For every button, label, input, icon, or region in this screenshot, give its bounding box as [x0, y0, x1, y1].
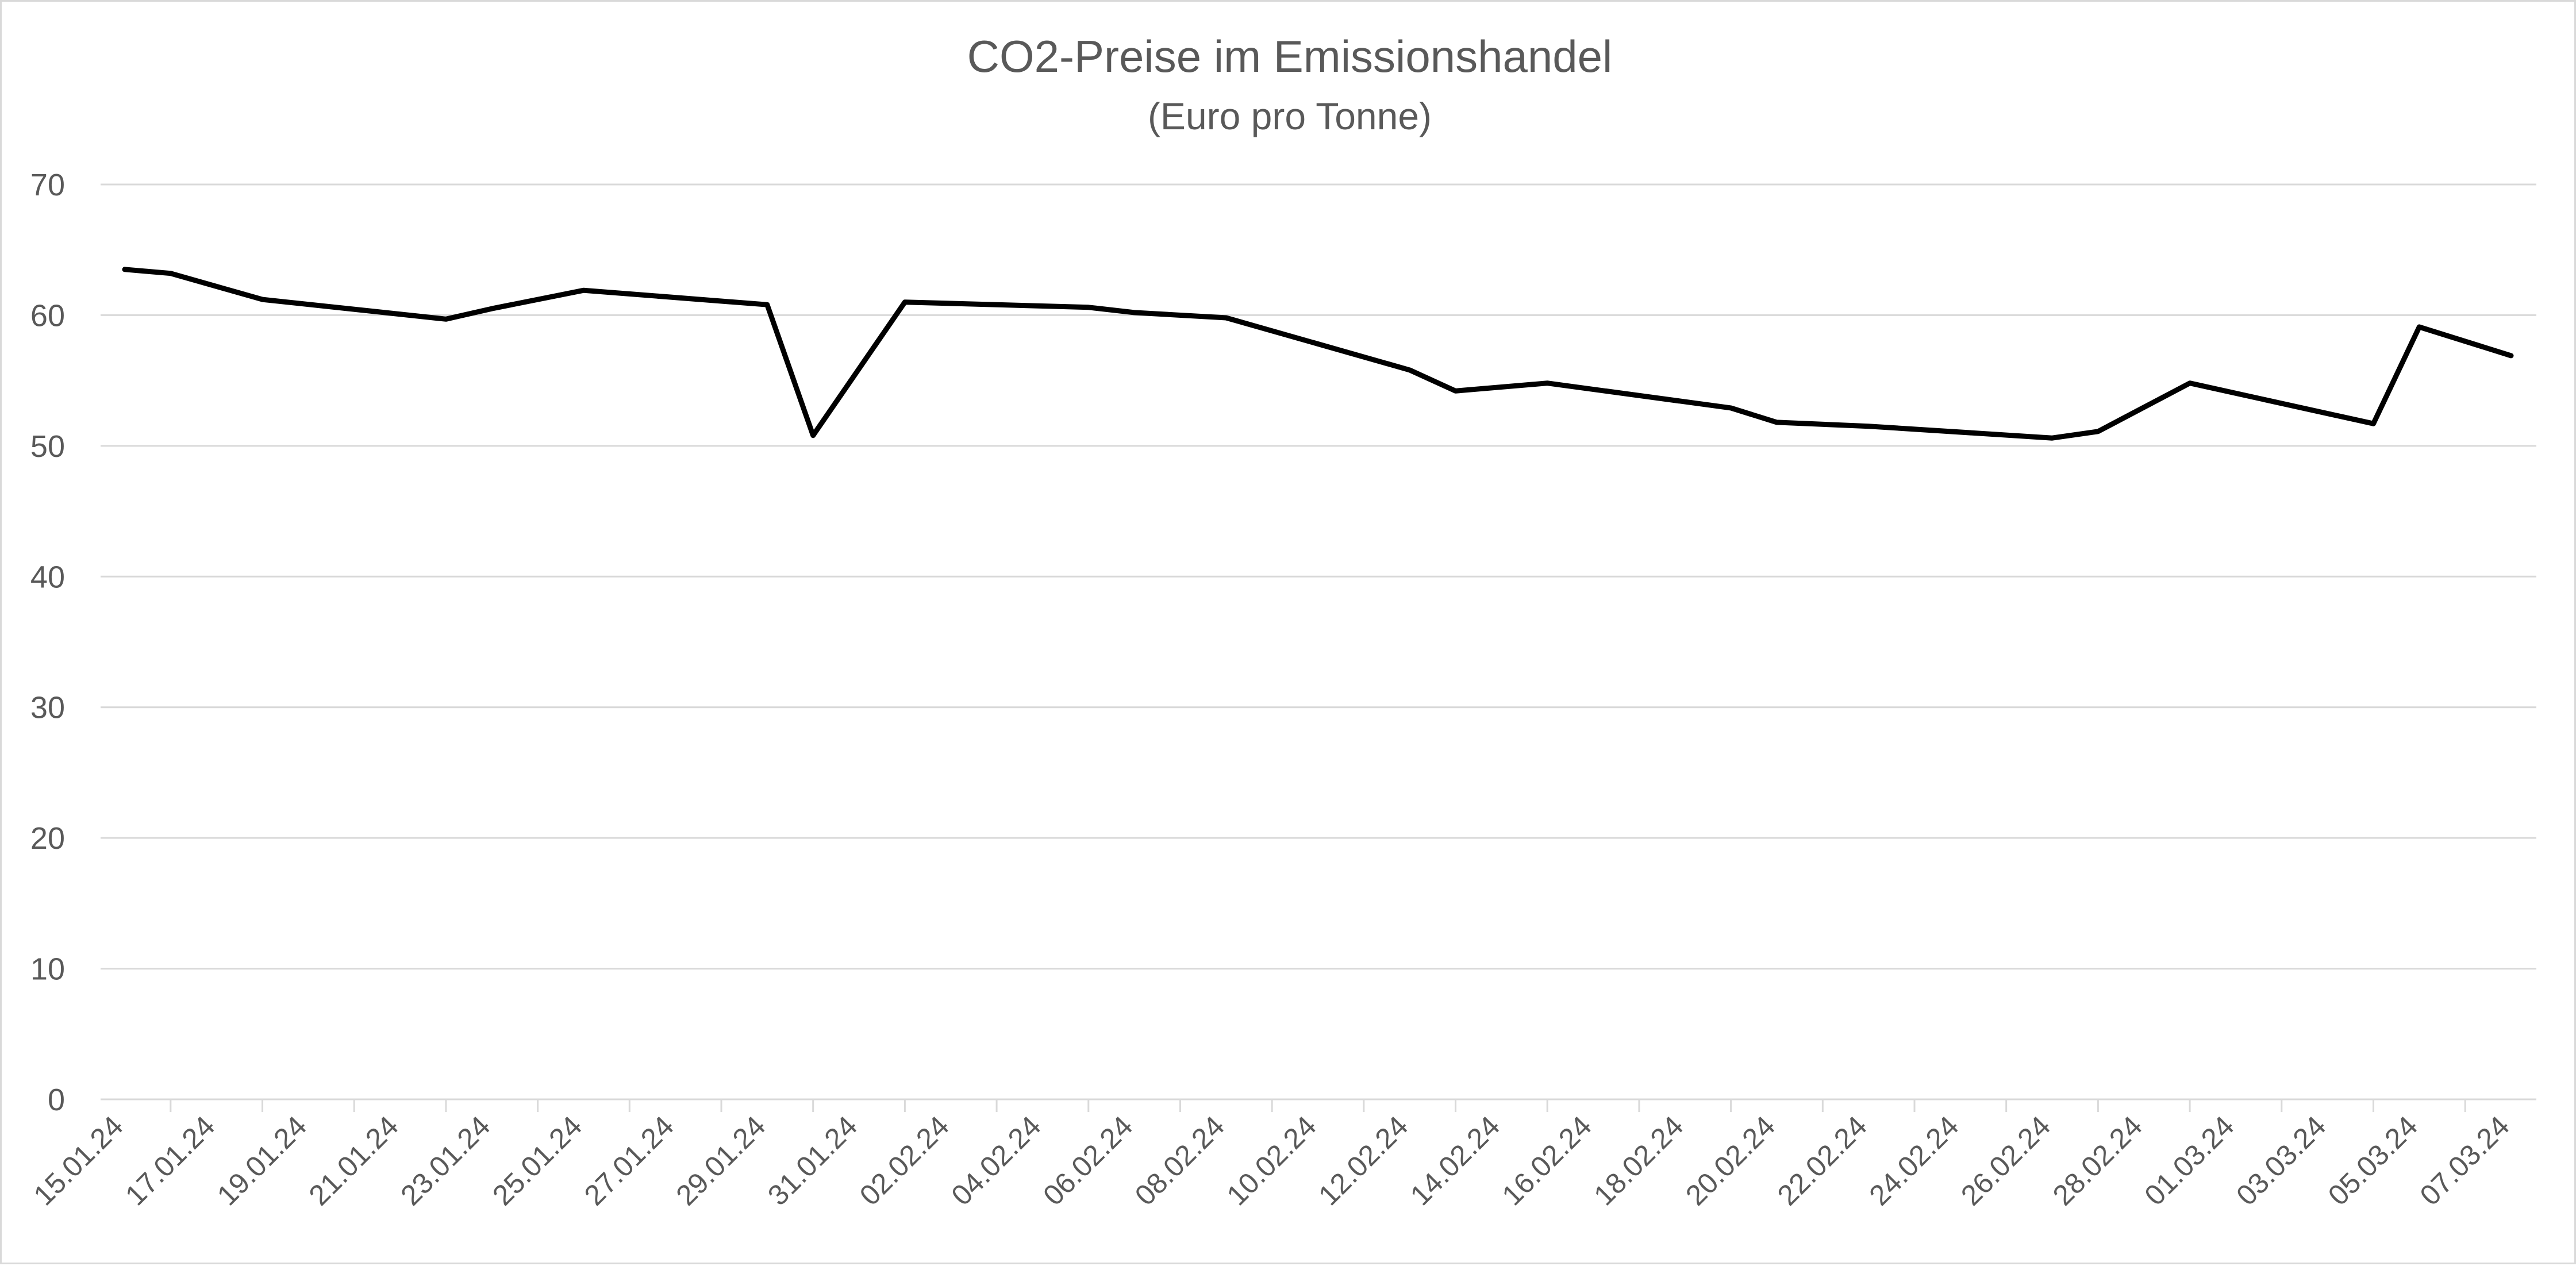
x-axis: [101, 1098, 2536, 1112]
x-tick-label: 21.01.24: [303, 1110, 405, 1211]
x-tick-label: 08.02.24: [1129, 1110, 1231, 1211]
y-tick-label: 30: [30, 691, 65, 725]
y-tick-label: 10: [30, 952, 65, 987]
x-tick-label: 02.02.24: [853, 1110, 955, 1211]
series-layer: [122, 267, 2514, 441]
x-tick-label: 24.02.24: [1863, 1110, 1964, 1211]
x-tick-label: 19.01.24: [211, 1110, 313, 1211]
x-tick-label: 20.02.24: [1679, 1110, 1781, 1211]
x-tick-label: 03.03.24: [2230, 1110, 2332, 1211]
x-axis-labels: 15.01.2417.01.2419.01.2421.01.2423.01.24…: [28, 1110, 2516, 1211]
x-tick-label: 07.03.24: [2414, 1110, 2516, 1211]
x-tick-label: 04.02.24: [945, 1110, 1047, 1211]
y-axis-labels: 0 10 20 30 40 50 60 70: [30, 168, 65, 1117]
y-tick-label: 20: [30, 821, 65, 856]
y-tick-label: 60: [30, 298, 65, 333]
x-tick-label: 18.02.24: [1587, 1110, 1689, 1211]
gridlines: [101, 183, 2536, 970]
x-tick-label: 31.01.24: [762, 1110, 863, 1211]
x-tick-label: 15.01.24: [28, 1110, 129, 1211]
x-tick-label: 01.03.24: [2138, 1110, 2240, 1211]
x-tick-label: 29.01.24: [670, 1110, 771, 1211]
x-tick-label: 28.02.24: [2047, 1110, 2148, 1211]
x-tick-label: 12.02.24: [1312, 1110, 1414, 1211]
x-tick-label: 06.02.24: [1037, 1110, 1139, 1211]
x-tick-label: 26.02.24: [1955, 1110, 2056, 1211]
x-tick-label: 23.01.24: [394, 1110, 496, 1211]
chart-subtitle: (Euro pro Tonne): [1148, 95, 1432, 137]
x-tick-label: 14.02.24: [1404, 1110, 1506, 1211]
x-tick-label: 10.02.24: [1221, 1110, 1322, 1211]
y-tick-label: 40: [30, 560, 65, 594]
x-tick-label: 05.03.24: [2322, 1110, 2424, 1211]
x-tick-label: 16.02.24: [1496, 1110, 1598, 1211]
y-tick-label: 70: [30, 168, 65, 202]
x-tick-label: 22.02.24: [1771, 1110, 1873, 1211]
x-tick-label: 17.01.24: [119, 1110, 221, 1211]
x-tick-label: 27.01.24: [578, 1110, 680, 1211]
y-tick-label: 50: [30, 429, 65, 464]
series-line-0: [122, 267, 2514, 441]
x-tick-label: 25.01.24: [486, 1110, 588, 1211]
y-tick-label: 0: [48, 1083, 65, 1117]
chart-title: CO2-Preise im Emissionshandel: [967, 31, 1613, 82]
